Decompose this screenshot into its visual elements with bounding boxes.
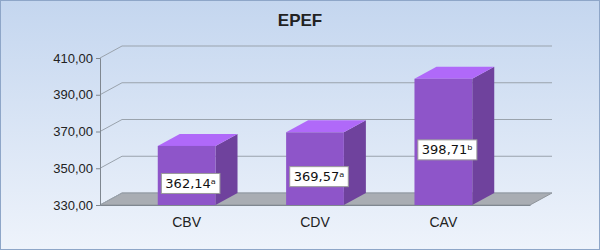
bar-top [286, 120, 366, 132]
y-tick-mark [96, 95, 100, 96]
x-tick: CAV [429, 205, 457, 230]
data-label: 369,57ᵃ [290, 167, 349, 187]
y-tick-label: 330,00 [53, 198, 93, 213]
data-label: 362,14ᵃ [161, 173, 220, 193]
bar [158, 146, 216, 205]
x-tick: CBV [172, 205, 201, 230]
bar [414, 79, 472, 205]
data-labels: 362,14ᵃ 369,57ᵃ 398,71ᵇ [161, 140, 477, 194]
y-axis: 330,00 350,00 370,00 390,00 410,00 [53, 51, 100, 213]
grid-line [100, 46, 552, 58]
data-label-box [418, 140, 477, 160]
y-tick: 370,00 [53, 124, 100, 139]
data-label-text: 362,14ᵃ [165, 176, 216, 191]
bar [286, 132, 344, 205]
x-axis: CBV CDV CAV [101, 205, 531, 230]
y-axis-line [96, 59, 101, 206]
bars [158, 67, 494, 205]
data-label-box [161, 173, 220, 193]
y-tick: 330,00 [53, 198, 100, 213]
y-tick-label: 350,00 [53, 161, 93, 176]
x-tick-label: CAV [429, 214, 457, 230]
bar-side [344, 120, 366, 205]
y-tick-label: 390,00 [53, 87, 93, 102]
x-tick-label: CDV [300, 214, 330, 230]
bar-side [216, 134, 238, 205]
y-tick-mark [96, 205, 100, 206]
y-tick-mark [96, 132, 100, 133]
data-label: 398,71ᵇ [418, 140, 477, 160]
x-tick-label: CBV [172, 214, 201, 230]
grid [100, 46, 552, 205]
title: EPEF [278, 11, 322, 30]
y-tick-mark [96, 58, 100, 59]
bar-top [158, 134, 238, 146]
bar-top [414, 67, 494, 79]
x-tick: CDV [300, 205, 330, 230]
bar-3d [286, 120, 366, 205]
data-label-box [290, 167, 349, 187]
background [1, 1, 600, 250]
y-tick: 350,00 [53, 161, 100, 176]
data-label-text: 398,71ᵇ [422, 142, 473, 157]
y-tick-mark [96, 168, 100, 169]
y-tick-label: 370,00 [53, 124, 93, 139]
y-tick: 390,00 [53, 87, 100, 102]
y-tick: 410,00 [53, 51, 100, 66]
data-label-text: 369,57ᵃ [294, 169, 345, 184]
x-axis-line [101, 205, 531, 206]
chart: 330,00 350,00 370,00 390,00 410,00 CBV CDV CAV 3… [0, 0, 600, 250]
bar-3d [414, 67, 494, 205]
y-tick-label: 410,00 [53, 51, 93, 66]
bar-side [472, 67, 494, 205]
bar-3d [158, 134, 238, 205]
